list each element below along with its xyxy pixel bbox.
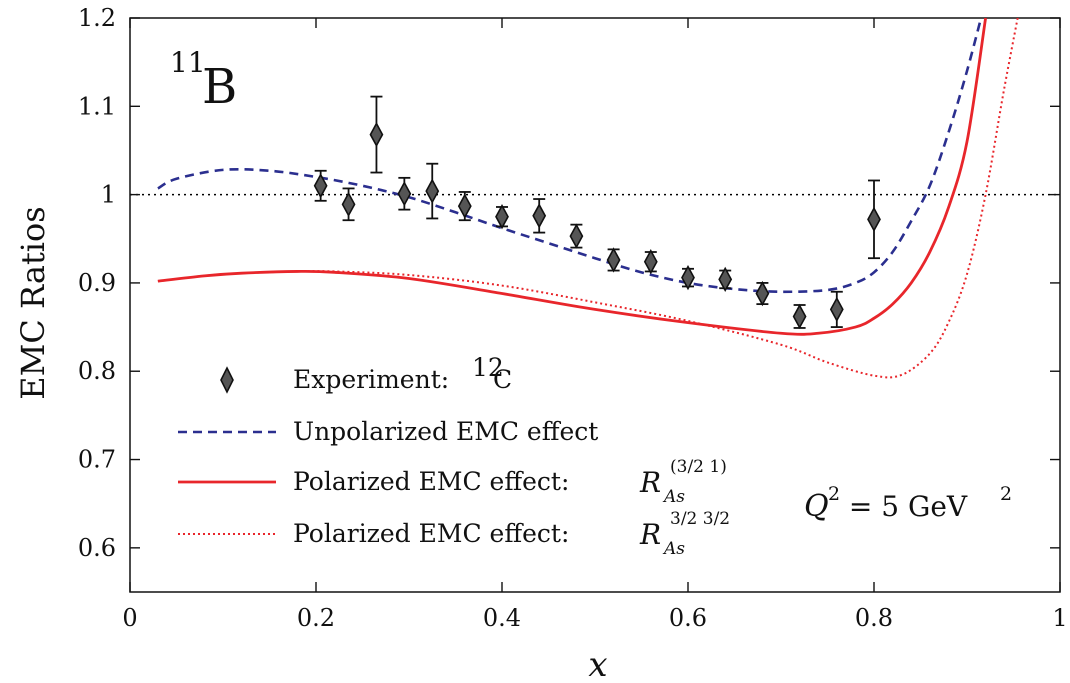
legend-math-r-solid: R bbox=[639, 466, 661, 499]
series-layer bbox=[157, 18, 1019, 379]
legend-label-experiment: Experiment: bbox=[293, 365, 449, 394]
experiment-point bbox=[495, 204, 509, 230]
diamond-marker bbox=[495, 204, 509, 230]
diamond-marker bbox=[457, 193, 472, 219]
experiment-point bbox=[792, 303, 807, 330]
legend-math-r-dotted: R bbox=[639, 518, 661, 551]
experiment-point bbox=[341, 187, 356, 222]
experiment-points-layer bbox=[313, 95, 881, 330]
diamond-marker bbox=[792, 303, 807, 330]
y-tick-label: 1 bbox=[101, 181, 116, 209]
experiment-point bbox=[369, 95, 384, 174]
legend-marker-experiment bbox=[220, 366, 234, 394]
experiment-point bbox=[313, 169, 328, 202]
x-tick-label: 0.4 bbox=[483, 604, 521, 632]
nucleus-symbol: B bbox=[202, 59, 237, 115]
tick-layer: 0 0.2 0.4 0.6 0.8 1 0.6 0.7 0.8 0.9 1 1.1 1.2 bbox=[78, 4, 1068, 632]
y-tick-label: 0.6 bbox=[78, 534, 116, 562]
nucleus-mass-number: 11 bbox=[170, 46, 206, 79]
legend-math-sup-dotted: 3/2 3/2 bbox=[670, 509, 730, 529]
diamond-marker bbox=[341, 191, 356, 217]
series-unpolarized-curve bbox=[157, 18, 983, 294]
diamond-marker bbox=[397, 181, 412, 207]
x-axis-label: x bbox=[588, 645, 607, 683]
kinematics-rhs: = 5 GeV bbox=[840, 490, 968, 523]
x-tick-label: 0.8 bbox=[855, 604, 893, 632]
diamond-marker bbox=[718, 266, 733, 293]
diamond-marker bbox=[369, 121, 384, 148]
experiment-point bbox=[569, 223, 584, 249]
experiment-point bbox=[532, 198, 547, 234]
legend: Experiment: 12 C Unpolarized EMC effect … bbox=[178, 353, 730, 559]
x-tick-label: 0.6 bbox=[669, 604, 707, 632]
x-tick-label: 0 bbox=[122, 604, 137, 632]
diamond-marker bbox=[425, 178, 440, 204]
experiment-point bbox=[397, 176, 412, 211]
y-tick-label: 0.7 bbox=[78, 446, 116, 474]
diamond-marker bbox=[313, 173, 328, 199]
legend-math-sub-solid: As bbox=[662, 487, 685, 507]
x-tick-label: 1 bbox=[1052, 604, 1067, 632]
experiment-point bbox=[425, 162, 440, 220]
kinematics-label: Q 2 = 5 GeV 2 bbox=[804, 483, 1012, 524]
legend-math-sup-solid: (3/2 1) bbox=[670, 457, 727, 477]
legend-label-unpolarized: Unpolarized EMC effect bbox=[293, 417, 598, 446]
diamond-marker bbox=[606, 247, 621, 273]
diamond-marker bbox=[681, 264, 695, 291]
diamond-marker bbox=[755, 280, 770, 307]
x-tick-label: 0.2 bbox=[297, 604, 335, 632]
diamond-marker bbox=[532, 203, 547, 229]
experiment-point bbox=[643, 249, 658, 275]
diamond-marker bbox=[569, 223, 584, 249]
kinematics-lhs-exp: 2 bbox=[828, 483, 840, 505]
diamond-marker bbox=[829, 296, 844, 323]
legend-label-polarized-solid: Polarized EMC effect: bbox=[293, 467, 569, 496]
experiment-point bbox=[606, 247, 621, 273]
diamond-marker bbox=[643, 249, 658, 275]
experiment-point bbox=[457, 191, 472, 222]
series-polarized-solid-curve bbox=[157, 18, 987, 336]
experiment-point bbox=[755, 280, 770, 307]
plot-frame bbox=[129, 17, 1061, 593]
experiment-point bbox=[718, 266, 733, 293]
nucleus-label: 11 B bbox=[170, 46, 237, 115]
y-tick-label: 1.1 bbox=[78, 92, 116, 120]
kinematics-rhs-exp: 2 bbox=[1000, 483, 1012, 505]
y-tick-label: 0.9 bbox=[78, 269, 116, 297]
y-tick-label: 0.8 bbox=[78, 357, 116, 385]
y-axis-label: EMC Ratios bbox=[14, 206, 52, 399]
experiment-point bbox=[867, 179, 881, 260]
y-tick-label: 1.2 bbox=[78, 4, 116, 32]
experiment-point bbox=[681, 264, 695, 291]
legend-label-polarized-dotted: Polarized EMC effect: bbox=[293, 519, 569, 548]
experiment-point bbox=[829, 290, 844, 328]
legend-experiment-isotope-mass: 12 bbox=[472, 353, 504, 382]
legend-math-sub-dotted: As bbox=[662, 539, 685, 559]
series-polarized-dotted-curve bbox=[157, 18, 1019, 379]
diamond-marker bbox=[867, 206, 881, 233]
kinematics-lhs: Q bbox=[804, 489, 829, 524]
legend-experiment-isotope-symbol: C bbox=[493, 365, 512, 394]
